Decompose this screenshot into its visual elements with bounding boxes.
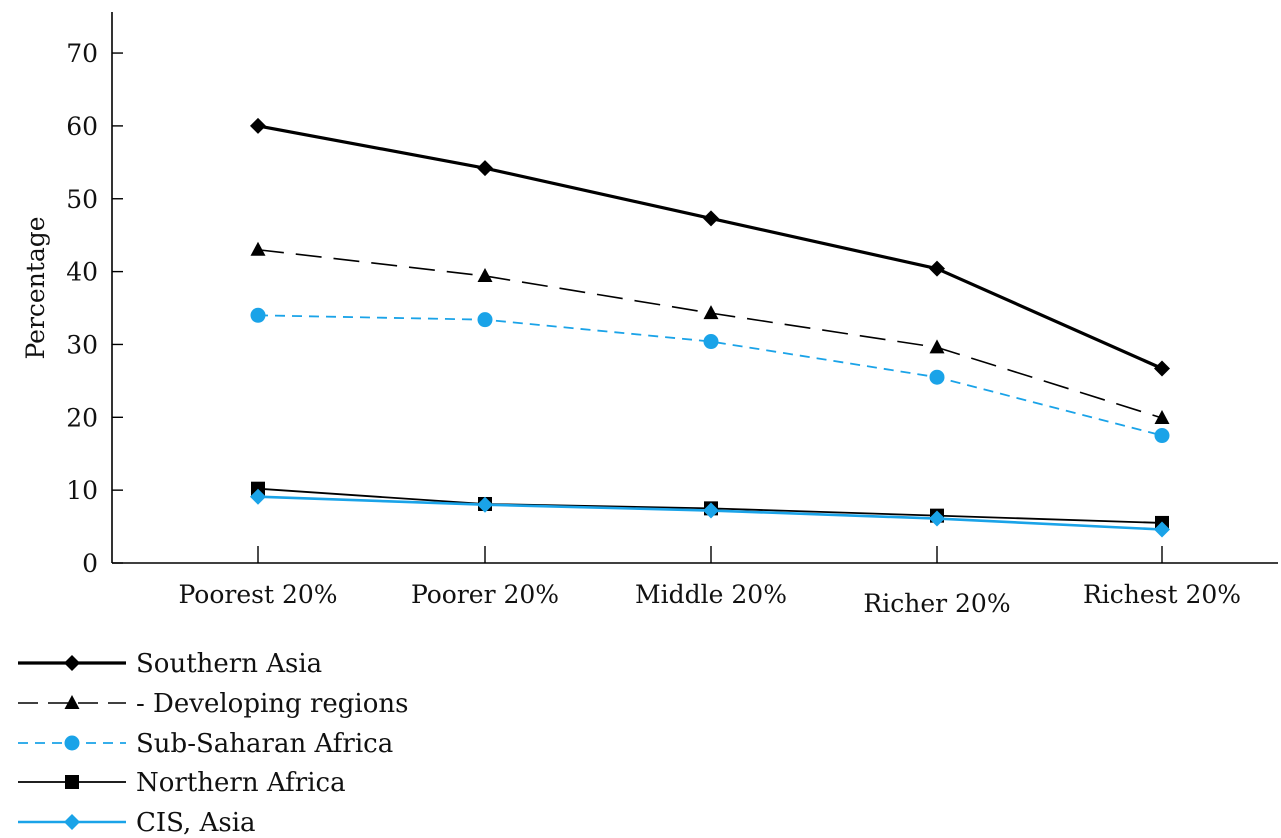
- legend-item: Southern Asia: [18, 649, 322, 679]
- series-developing-regions: [250, 241, 1170, 425]
- legend-item: Northern Africa: [18, 768, 346, 798]
- data-point: [251, 481, 265, 496]
- y-tick-label: 30: [66, 330, 98, 359]
- data-point: [929, 369, 945, 385]
- series-southern-asia: [250, 117, 1170, 377]
- series-cis-asia: [250, 488, 1170, 538]
- x-category-label: Poorer 20%: [411, 580, 559, 609]
- data-point: [703, 210, 719, 227]
- data-point: [477, 312, 493, 328]
- axes: 0 10 20 30 40 50 60 70 Poorest 20% Poorer 20% Midd…: [21, 12, 1278, 618]
- data-point: [250, 117, 266, 134]
- y-axis-title: Percentage: [21, 216, 50, 359]
- y-tick-label: 70: [66, 39, 98, 68]
- data-point: [477, 267, 493, 282]
- data-point: [477, 160, 493, 177]
- series-layer: [250, 117, 1170, 538]
- y-tick-label: 40: [66, 258, 98, 287]
- legend-marker: [64, 655, 80, 671]
- data-point: [477, 496, 493, 513]
- x-category-label: Richer 20%: [863, 589, 1010, 618]
- data-point: [929, 510, 945, 527]
- data-point: [250, 241, 266, 256]
- x-category-label: Poorest 20%: [178, 580, 337, 609]
- data-point: [250, 488, 266, 505]
- data-point: [1154, 521, 1170, 538]
- y-tick-label: 0: [82, 549, 98, 578]
- series-sub-saharan-africa: [250, 307, 1170, 444]
- legend-label: CIS, Asia: [136, 808, 256, 838]
- legend: Southern Asia - Developing regions Sub-Sah…: [18, 649, 408, 838]
- data-point: [1154, 410, 1170, 425]
- y-tick-label: 50: [66, 185, 98, 214]
- data-point: [929, 260, 945, 277]
- data-point: [929, 339, 945, 354]
- series-line: [257, 124, 1163, 370]
- legend-label: Northern Africa: [136, 768, 346, 798]
- data-point: [703, 334, 719, 350]
- legend-marker: [65, 775, 79, 789]
- data-point: [1154, 360, 1170, 377]
- y-tick-label: 60: [66, 112, 98, 141]
- y-tick-label: 10: [66, 476, 98, 505]
- x-category-label: Richest 20%: [1083, 580, 1241, 609]
- series-line: [257, 248, 1163, 419]
- legend-marker: [64, 735, 80, 751]
- y-tick-label: 20: [66, 403, 98, 432]
- legend-label: Sub-Saharan Africa: [136, 729, 393, 759]
- legend-marker: [64, 814, 80, 830]
- legend-marker: [64, 695, 80, 709]
- legend-item: - Developing regions: [18, 689, 408, 719]
- data-point: [250, 307, 266, 323]
- data-point: [703, 502, 719, 519]
- data-point: [1154, 428, 1170, 444]
- legend-label: - Developing regions: [136, 689, 408, 719]
- x-category-label: Middle 20%: [635, 580, 787, 609]
- legend-label: Southern Asia: [136, 649, 322, 679]
- legend-item: CIS, Asia: [18, 808, 256, 838]
- data-point: [703, 305, 719, 320]
- legend-item: Sub-Saharan Africa: [18, 729, 393, 759]
